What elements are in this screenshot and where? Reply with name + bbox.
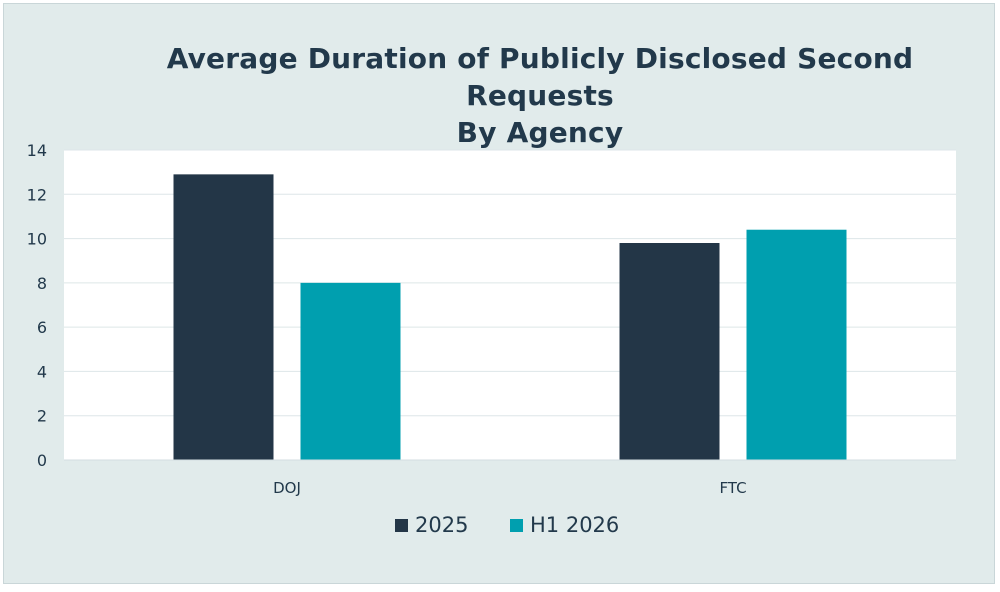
y-tick-label: 6 <box>37 318 47 337</box>
legend-item-2025: 2025 <box>395 513 468 537</box>
y-tick-label: 2 <box>37 407 47 426</box>
legend-item-h1-2026: H1 2026 <box>510 513 619 537</box>
y-tick-label: 14 <box>27 141 47 160</box>
x-tick-label-doj: DOJ <box>273 479 301 497</box>
legend-swatch <box>510 518 523 532</box>
y-tick-label: 0 <box>37 451 47 470</box>
y-tick-label: 12 <box>27 185 47 204</box>
chart-title-line-1: Average Duration of Publicly Disclosed S… <box>166 42 914 112</box>
x-tick-label-ftc: FTC <box>719 479 746 497</box>
y-tick-label: 8 <box>37 274 47 293</box>
bar-doj-h1-2026 <box>300 282 401 460</box>
legend-label: H1 2026 <box>530 513 620 537</box>
legend-swatch <box>395 518 408 532</box>
legend: 2025 H1 2026 <box>0 513 1000 539</box>
y-tick-label: 4 <box>37 362 47 381</box>
bar-doj-2025 <box>173 174 274 460</box>
legend-label: 2025 <box>415 513 469 537</box>
chart-title-line-2: By Agency <box>456 116 624 149</box>
bar-ftc-2025 <box>619 243 720 460</box>
chart-title: Average Duration of Publicly Disclosed S… <box>110 40 970 151</box>
bar-ftc-h1-2026 <box>746 229 847 460</box>
y-tick-label: 10 <box>27 230 47 249</box>
